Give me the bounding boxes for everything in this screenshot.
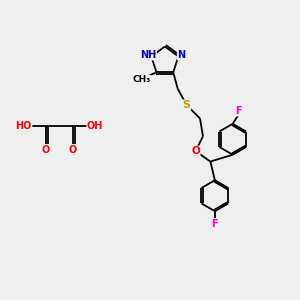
Text: HO: HO: [16, 121, 32, 131]
Text: F: F: [235, 106, 242, 116]
Text: F: F: [212, 219, 218, 229]
Text: CH₃: CH₃: [133, 75, 151, 84]
Text: O: O: [69, 145, 77, 155]
Text: N: N: [177, 50, 185, 60]
Text: NH: NH: [140, 50, 156, 60]
Text: O: O: [42, 145, 50, 155]
Text: O: O: [191, 146, 200, 156]
Text: S: S: [183, 100, 190, 110]
Text: OH: OH: [87, 121, 103, 131]
